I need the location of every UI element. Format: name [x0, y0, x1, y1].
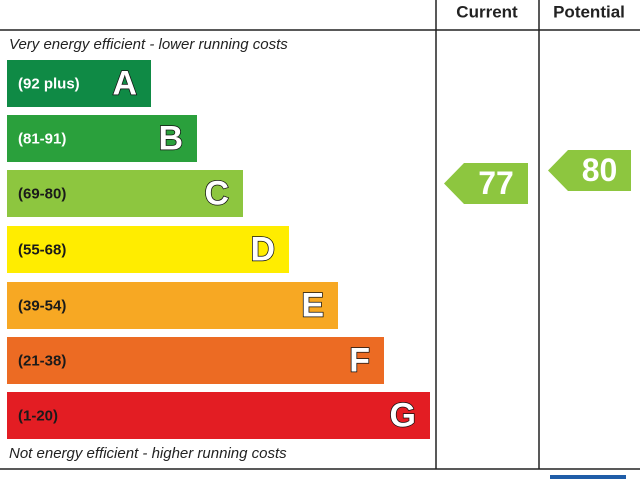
- band-letter: C: [204, 174, 229, 212]
- top-note: Very energy efficient - lower running co…: [9, 36, 288, 53]
- band-bar: [7, 170, 243, 217]
- band-bar: [7, 392, 430, 439]
- bottom-note: Not energy efficient - higher running co…: [9, 445, 287, 462]
- column-header: Potential: [553, 2, 625, 21]
- band-bar: [7, 115, 197, 162]
- rating-value: 80: [582, 152, 618, 188]
- band-range: (69-80): [18, 185, 66, 202]
- band-bar: [7, 282, 338, 329]
- column-header: Current: [456, 2, 518, 21]
- band-letter: F: [349, 341, 370, 379]
- band-bar: [7, 60, 151, 107]
- band-range: (55-68): [18, 241, 66, 258]
- band-letter: D: [250, 230, 275, 268]
- band-range: (1-20): [18, 407, 58, 424]
- band-range: (39-54): [18, 297, 66, 314]
- band-letter: B: [158, 119, 183, 157]
- band-range: (81-91): [18, 130, 66, 147]
- band-letter: A: [112, 64, 137, 102]
- rating-arrow: [548, 150, 631, 191]
- band-letter: G: [390, 396, 416, 434]
- band-range: (21-38): [18, 352, 66, 369]
- rating-value: 77: [478, 165, 514, 201]
- footer-tab: [550, 475, 626, 479]
- band-range: (92 plus): [18, 75, 80, 92]
- rating-arrow: [444, 163, 528, 204]
- band-bar: [7, 337, 384, 384]
- band-bar: [7, 226, 289, 273]
- band-letter: E: [301, 286, 324, 324]
